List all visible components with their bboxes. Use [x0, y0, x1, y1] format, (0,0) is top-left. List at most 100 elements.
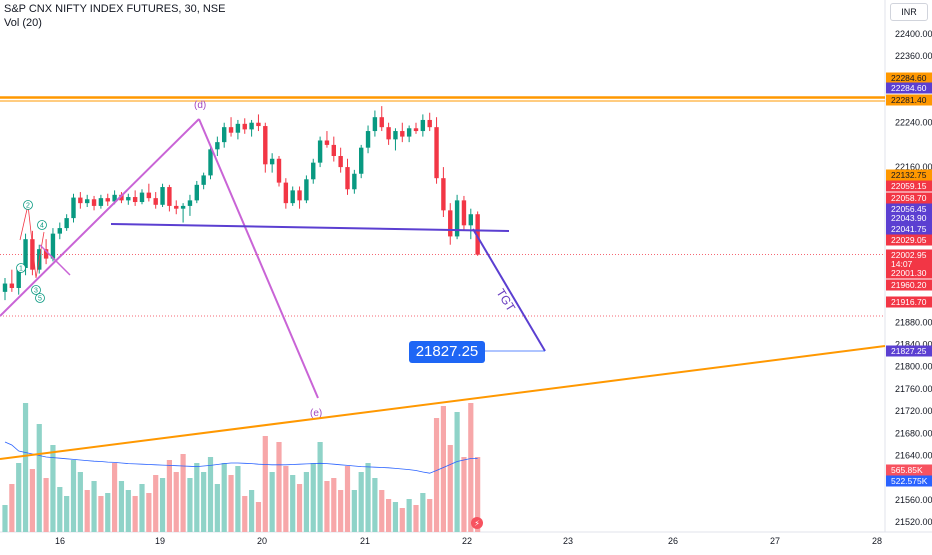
- candle-body: [194, 184, 199, 201]
- volume-bar: [201, 472, 207, 532]
- x-tick-label: 26: [668, 536, 678, 546]
- volume-bar: [153, 475, 159, 532]
- wave-d-label: (d): [194, 100, 206, 111]
- volume-bar: [351, 490, 357, 532]
- volume-bar: [461, 457, 467, 532]
- volume-bar: [132, 496, 138, 532]
- volume-bars: [2, 403, 481, 532]
- y-tick-label: 22240.00: [895, 118, 932, 128]
- price-label-bg: [886, 345, 932, 357]
- wave-e-label: (e): [310, 408, 322, 419]
- price-label-bg: [886, 267, 932, 279]
- volume-bar: [475, 457, 481, 532]
- volume-bar: [2, 505, 8, 532]
- volume-bar: [296, 484, 303, 532]
- candle-body: [406, 128, 412, 137]
- candle-body: [297, 190, 302, 201]
- candle-body: [276, 158, 282, 183]
- price-label-bg: [886, 296, 932, 308]
- tgt-label: TGT: [493, 286, 518, 314]
- candle-body: [283, 182, 289, 204]
- y-tick-label: 22160.00: [895, 162, 932, 172]
- price-label-bg: [886, 192, 932, 204]
- candle-body: [338, 156, 343, 168]
- candle-body: [263, 126, 268, 165]
- candle-body: [201, 175, 206, 185]
- candle-body: [317, 140, 323, 163]
- price-label: 22059.15: [891, 181, 927, 191]
- volume-bar: [221, 463, 227, 532]
- candle-body: [16, 268, 21, 288]
- drawings: (d) (e) TGT 1 2 3 4 5 ⚡: [0, 100, 886, 529]
- candle-body: [420, 119, 426, 132]
- volume-bar: [249, 490, 255, 532]
- candle-body: [146, 192, 152, 199]
- candle-body: [372, 117, 378, 132]
- candle-body: [359, 147, 364, 174]
- candle-body: [345, 167, 350, 190]
- y-tick-label: 21680.00: [895, 428, 932, 438]
- candle-body: [9, 283, 15, 288]
- volume-bar: [29, 469, 35, 532]
- price-label-bg: [886, 223, 932, 235]
- candle-body: [119, 194, 124, 201]
- candle-body: [126, 197, 131, 201]
- candle-body: [222, 127, 227, 143]
- candle-body: [98, 198, 104, 206]
- small-wave-circle: [35, 293, 45, 303]
- volume-bar: [406, 499, 412, 532]
- volume-bar: [413, 505, 419, 532]
- candle-body: [393, 131, 398, 140]
- candle-body: [461, 200, 467, 226]
- volume-bar: [207, 457, 214, 532]
- volume-bar: [338, 490, 344, 532]
- volume-indicator-label[interactable]: Vol (20): [4, 17, 42, 29]
- wave-d-e-line: [198, 118, 319, 399]
- volume-bar: [242, 496, 248, 532]
- small-wave-circle: [31, 285, 41, 295]
- volume-bar: [317, 442, 323, 532]
- volume-bar: [36, 424, 42, 532]
- price-label: 22043.90: [891, 213, 927, 223]
- volume-bar: [91, 481, 97, 532]
- price-label: 21916.70: [891, 297, 927, 307]
- candle-body: [352, 173, 357, 190]
- volume-bar: [166, 460, 172, 532]
- y-tick-label: 21520.00: [895, 517, 932, 527]
- volume-bar: [194, 463, 200, 532]
- volume-bar: [420, 493, 426, 532]
- currency-button[interactable]: INR: [890, 3, 928, 21]
- candle-body: [441, 178, 446, 211]
- candle-body: [153, 198, 158, 205]
- candle-body: [180, 205, 186, 209]
- candle-body: [167, 187, 172, 206]
- small-wave-label: 3: [34, 288, 38, 295]
- y-tick-label: 22400.00: [895, 29, 932, 39]
- volume-bar: [269, 472, 275, 532]
- candle-body: [304, 179, 309, 201]
- price-label: 22002.95: [891, 250, 927, 260]
- candle-body: [249, 122, 254, 130]
- x-tick-label: 20: [257, 536, 267, 546]
- price-label-bg: [886, 180, 932, 192]
- volume-bar: [228, 475, 234, 532]
- candle-body: [71, 197, 76, 219]
- candle-body: [64, 218, 69, 229]
- y-tick-label: 21560.00: [895, 495, 932, 505]
- chart-title: S&P CNX NIFTY INDEX FUTURES, 30, NSE: [4, 3, 226, 15]
- x-tick-label: 22: [462, 536, 472, 546]
- x-tick-label: 23: [563, 536, 573, 546]
- price-label: 22284.60: [891, 73, 927, 83]
- volume-bar: [9, 484, 15, 532]
- volume-bar: [105, 493, 111, 532]
- volume-bar: [331, 478, 337, 532]
- candle-body: [30, 239, 35, 270]
- price-label-bg: [886, 279, 932, 291]
- price-label-bg: [886, 464, 932, 476]
- volume-bar: [344, 466, 351, 532]
- volume-bar: [283, 466, 289, 532]
- candle-body: [43, 249, 49, 259]
- candle-body: [23, 239, 28, 269]
